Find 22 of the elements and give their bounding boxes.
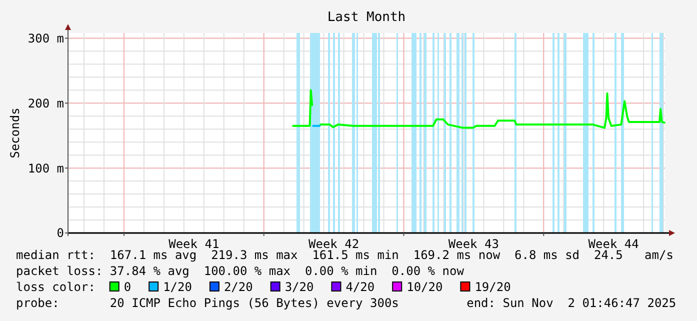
chart-title: Last Month — [327, 10, 406, 25]
legend-label: 1/20 — [163, 280, 192, 294]
x-tick-label: Week 43 — [448, 237, 499, 251]
y-tick-label: 100 m — [28, 161, 64, 176]
y-tick-label: 200 m — [28, 96, 64, 110]
legend-title: loss color: — [16, 280, 96, 294]
text: median rtt: 167.1 ms avg 219.3 ms max 161.5 ms min 169.2 ms now 6.8 ms sd 24.5 am/s — [16, 248, 674, 262]
y-tick-label: 0 — [56, 226, 64, 240]
y-tick-label: 300 m — [28, 31, 64, 46]
legend-label: 10/20 — [406, 280, 443, 294]
legend-label: 3/20 — [284, 280, 314, 294]
x-tick-label: Week 42 — [308, 237, 360, 251]
legend-label: 19/20 — [474, 280, 511, 294]
y-axis-title: Seconds — [8, 108, 22, 158]
text: packet loss: 37.84 % avg 100.00 % max 0.00 % min 0.00 % now — [16, 264, 465, 278]
legend-label: 2/20 — [224, 280, 253, 294]
legend-label: 0 — [124, 280, 132, 294]
text: end: Sun Nov 2 01:46:47 2025 — [466, 296, 676, 310]
text: probe: 20 ICMP Echo Pings (56 Bytes) every 300s — [16, 296, 399, 310]
legend-label: 4/20 — [346, 280, 375, 294]
x-tick-label: Week 44 — [588, 237, 639, 251]
x-tick-label: Week 41 — [168, 237, 220, 251]
